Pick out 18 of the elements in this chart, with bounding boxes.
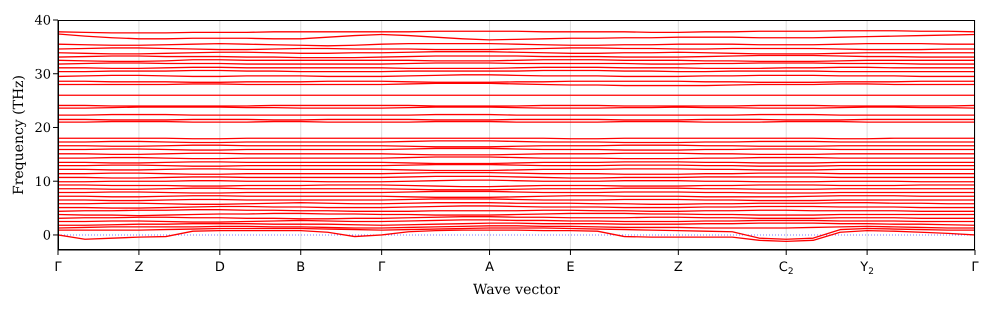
x-tick-label: Γ — [54, 260, 62, 275]
y-tick-label: 10 — [34, 174, 51, 190]
x-axis-title: Wave vector — [473, 282, 560, 298]
x-tick-label: Z — [134, 260, 144, 275]
x-tick-label: Γ — [378, 260, 386, 275]
x-tick-label: A — [485, 260, 494, 275]
y-tick-label: 30 — [34, 67, 51, 82]
x-tick-label: Γ — [971, 260, 980, 275]
y-tick-label: 0 — [42, 228, 51, 244]
y-tick-label: 40 — [34, 14, 51, 29]
x-tick-label: C$_{2}$ — [778, 260, 794, 277]
x-tick-label: Y$_{2}$ — [859, 260, 874, 277]
x-tick-label: Z — [674, 260, 683, 275]
x-tick-label: E — [566, 260, 575, 275]
x-tick-label: D — [214, 260, 225, 275]
y-tick-label: 20 — [34, 121, 51, 136]
x-tick-label: B — [296, 260, 306, 275]
y-axis-title: Frequency (THz) — [10, 74, 27, 196]
